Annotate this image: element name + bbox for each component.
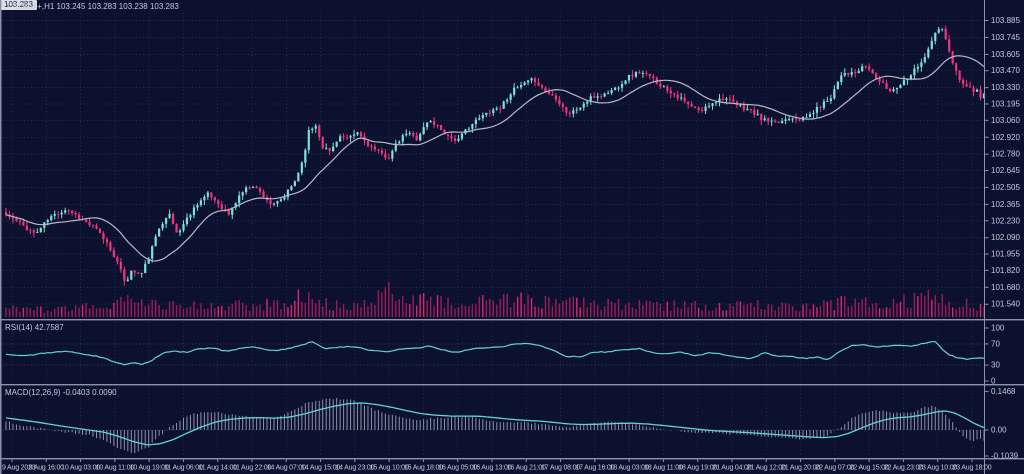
time-axis-label: 9 Aug 16:00	[29, 465, 64, 472]
time-axis-label: 17 Aug 16:00	[575, 465, 614, 472]
price-axis-label: 103.885	[991, 16, 1020, 25]
price-axis: 103.885 103.745 103.605 103.470 103.330 103.1…	[984, 16, 1020, 309]
price-axis-label: 102.365	[991, 200, 1020, 209]
rsi-scale: 100 70 30 0	[984, 324, 1005, 386]
price-axis-label: 102.920	[991, 133, 1020, 142]
current-price-tag: 103.283	[0, 0, 37, 10]
time-axis-label: 11 Aug 06:00	[164, 465, 203, 472]
time-axis-label: 9 Aug 2023	[2, 465, 36, 472]
time-axis-label: 14 Aug 15:00	[301, 465, 340, 472]
symbol-ohlc-title: USDX+,H1 103.245 103.283 103.238 103.283	[14, 2, 179, 11]
price-axis-label: 103.195	[991, 99, 1020, 108]
candles-layer	[4, 25, 986, 286]
panel-separator[interactable]	[0, 319, 1024, 321]
price-axis-label: 101.680	[991, 283, 1020, 292]
rsi-scale-label: 100	[991, 324, 1005, 333]
time-axis-label: 18 Aug 19:00	[678, 465, 717, 472]
time-axis-label: 22 Aug 23:00	[884, 465, 923, 472]
time-axis-label: 21 Aug 12:00	[747, 465, 786, 472]
time-axis-label: 16 Aug 13:00	[473, 465, 512, 472]
panel-separator[interactable]	[0, 384, 1024, 386]
price-axis-label: 103.605	[991, 50, 1020, 59]
rsi-scale-label: 30	[991, 361, 1000, 370]
time-axis-label: 22 Aug 15:00	[850, 465, 889, 472]
price-axis-label: 103.060	[991, 116, 1020, 125]
macd-scale: 0.1468 0.00 -0.1039	[984, 387, 1019, 461]
chart-title-bar: ▼ USDX+,H1 103.245 103.283 103.238 103.2…	[5, 2, 179, 12]
grid-layer	[3, 13, 983, 456]
panel-separators[interactable]	[0, 319, 1024, 460]
time-axis-label: 21 Aug 20:00	[781, 465, 820, 472]
price-axis-label: 101.540	[991, 300, 1020, 309]
ma-line	[5, 55, 985, 262]
time-axis-label: 22 Aug 07:00	[815, 465, 854, 472]
price-axis-label: 102.090	[991, 233, 1020, 242]
rsi-line	[5, 341, 985, 366]
time-axis-label: 23 Aug 18:00	[953, 465, 992, 472]
price-axis-label: 102.645	[991, 166, 1020, 175]
volume-layer	[5, 281, 985, 317]
time-axis-label: 18 Aug 03:00	[610, 465, 649, 472]
time-axis-label: 17 Aug 08:00	[541, 465, 580, 472]
macd-indicator-label: MACD(12,26,9) -0.0403 0.0090	[5, 388, 117, 397]
macd-scale-label: 0.1468	[991, 387, 1016, 396]
time-axis-label: 16 Aug 05:00	[438, 465, 477, 472]
time-axis-label: 10 Aug 03:00	[61, 465, 100, 472]
price-axis-label: 101.955	[991, 250, 1020, 259]
time-axis-label: 18 Aug 11:00	[644, 465, 683, 472]
price-axis-label: 103.330	[991, 83, 1020, 92]
time-axis-label: 10 Aug 19:00	[130, 465, 169, 472]
macd-signal-line	[5, 402, 985, 446]
time-axis-label: 10 Aug 11:00	[96, 465, 135, 472]
symbol-dropdown-icon[interactable]: ▼	[5, 3, 11, 10]
time-axis-label: 23 Aug 10:00	[918, 465, 957, 472]
window-left-border	[0, 0, 2, 474]
time-axis-label: 11 Aug 22:00	[233, 465, 272, 472]
time-axis-label: 15 Aug 18:00	[404, 465, 443, 472]
price-axis-label: 101.820	[991, 266, 1020, 275]
panel-separator[interactable]	[0, 458, 1024, 460]
price-axis-label: 103.745	[991, 33, 1020, 42]
time-axis-label: 11 Aug 14:00	[199, 465, 238, 472]
rsi-scale-label: 0	[991, 377, 996, 386]
time-axis-label: 15 Aug 10:00	[370, 465, 409, 472]
price-axis-label: 102.230	[991, 216, 1020, 225]
time-axis-label: 14 Aug 07:00	[267, 465, 306, 472]
macd-scale-label: 0.00	[991, 426, 1007, 435]
time-axis-label: 16 Aug 21:00	[507, 465, 546, 472]
macd-scale-label: -0.1039	[991, 452, 1019, 461]
price-axis-label: 102.780	[991, 150, 1020, 159]
price-axis-label: 103.470	[991, 66, 1020, 75]
rsi-indicator-label: RSI(14) 42.7587	[5, 323, 64, 332]
price-axis-label: 102.505	[991, 183, 1020, 192]
time-axis-label: 21 Aug 04:00	[713, 465, 752, 472]
rsi-scale-label: 70	[991, 339, 1000, 348]
time-axis-label: 14 Aug 23:00	[335, 465, 374, 472]
